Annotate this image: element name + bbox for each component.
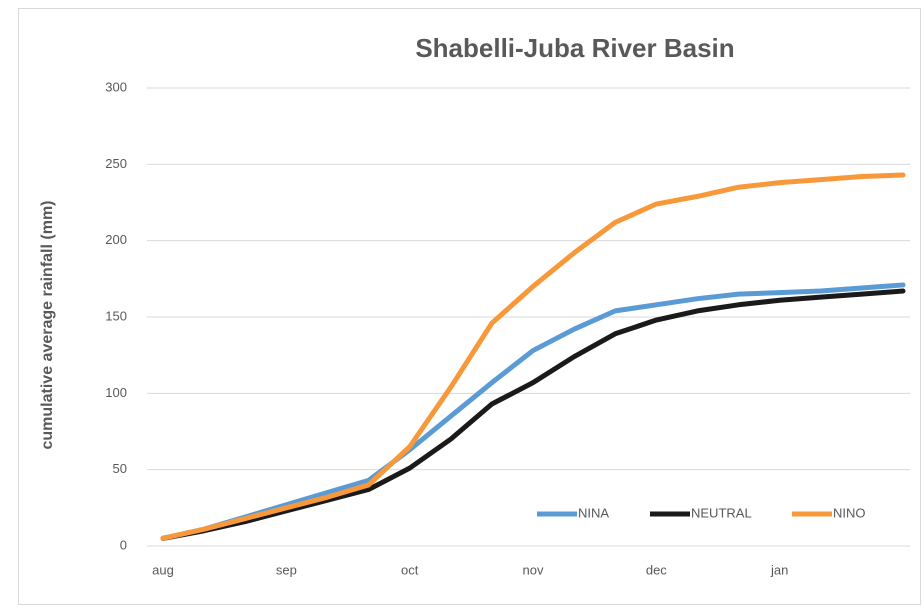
y-tick-label: 200 — [105, 232, 127, 247]
legend-label: NINA — [578, 505, 609, 520]
series-line — [160, 172, 906, 541]
y-tick-label: 250 — [105, 156, 127, 171]
chart-frame — [18, 8, 921, 605]
x-tick-label: oct — [401, 562, 419, 577]
legend-label: NEUTRAL — [691, 505, 752, 520]
y-tick-label: 150 — [105, 308, 127, 323]
series-line — [160, 288, 906, 541]
x-tick-label: sep — [276, 562, 297, 577]
x-tick-label: jan — [770, 562, 788, 577]
x-tick-label: nov — [523, 562, 544, 577]
y-tick-label: 50 — [113, 461, 127, 476]
legend-label: NINO — [833, 505, 866, 520]
y-tick-label: 0 — [120, 537, 127, 552]
chart-title: Shabelli-Juba River Basin — [415, 33, 734, 63]
y-tick-label: 300 — [105, 79, 127, 94]
x-tick-label: aug — [152, 562, 174, 577]
x-tick-label: dec — [646, 562, 667, 577]
y-tick-label: 100 — [105, 385, 127, 400]
y-axis-label: cumulative average rainfall (mm) — [39, 201, 56, 450]
series-line — [160, 282, 906, 541]
